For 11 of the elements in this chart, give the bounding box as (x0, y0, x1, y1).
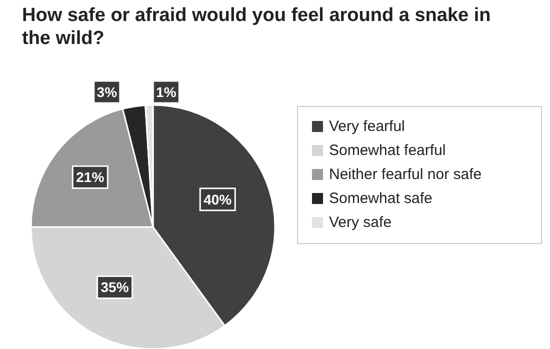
legend-label: Somewhat fearful (329, 140, 446, 160)
data-label: 3% (96, 84, 118, 100)
chart-title: How safe or afraid would you feel around a snake in the wild? (22, 4, 492, 50)
data-label: 40% (204, 191, 232, 208)
legend-label: Very safe (329, 212, 392, 232)
legend-label: Neither fearful nor safe (329, 164, 482, 184)
data-label: 21% (76, 169, 105, 186)
legend-label: Somewhat safe (329, 188, 432, 208)
legend-label: Very fearful (329, 116, 405, 136)
data-label: 1% (156, 84, 177, 100)
data-label: 35% (100, 279, 130, 296)
